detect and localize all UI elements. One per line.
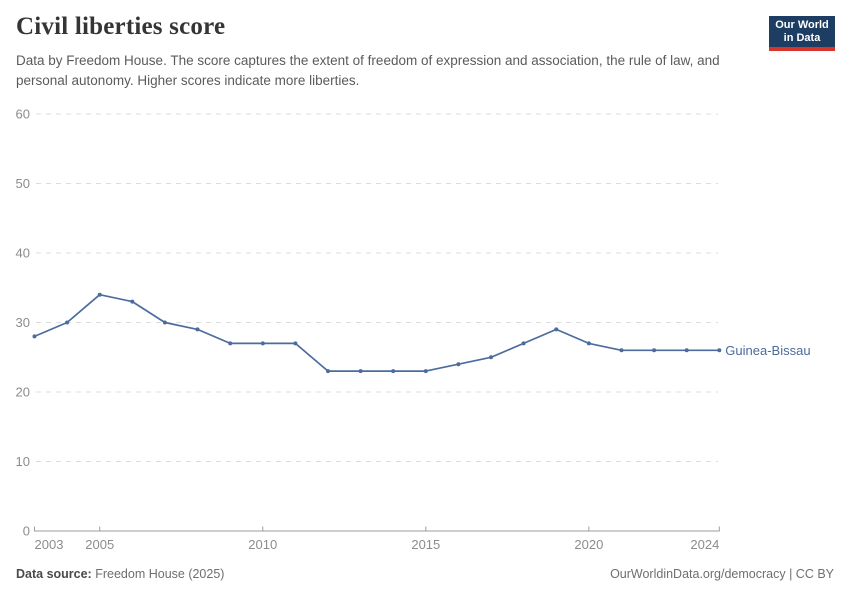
data-point-2019[interactable] <box>554 327 559 332</box>
data-point-2023[interactable] <box>684 348 689 353</box>
y-tick-label-40: 40 <box>16 246 30 261</box>
data-point-2013[interactable] <box>358 369 363 374</box>
data-point-2007[interactable] <box>162 320 167 325</box>
data-point-2024[interactable] <box>717 348 722 353</box>
data-point-2003[interactable] <box>32 334 37 339</box>
data-source: Data source: Freedom House (2025) <box>16 567 224 581</box>
y-tick-label-50: 50 <box>16 176 30 191</box>
x-tick-label-2015: 2015 <box>411 537 440 552</box>
x-tick-label-2005: 2005 <box>85 537 114 552</box>
data-source-label: Data source: <box>16 567 92 581</box>
owid-logo-text-line1: Our World <box>775 18 829 31</box>
data-point-2021[interactable] <box>619 348 624 353</box>
data-point-2009[interactable] <box>228 341 233 346</box>
data-point-2004[interactable] <box>65 320 70 325</box>
y-tick-label-10: 10 <box>16 454 30 469</box>
data-source-value: Freedom House (2025) <box>95 567 225 581</box>
page-title: Civil liberties score <box>16 13 226 40</box>
data-point-2006[interactable] <box>130 299 135 304</box>
y-tick-label-30: 30 <box>16 315 30 330</box>
series-line-guinea-bissau[interactable] <box>33 293 721 372</box>
owid-logo[interactable]: Our World in Data <box>769 16 835 51</box>
series-label[interactable]: Guinea-Bissau <box>725 343 810 358</box>
x-tick-label-2010: 2010 <box>248 537 277 552</box>
data-point-2022[interactable] <box>652 348 657 353</box>
data-point-2018[interactable] <box>521 341 526 346</box>
data-point-2014[interactable] <box>391 369 396 374</box>
data-point-2005[interactable] <box>97 292 102 297</box>
data-point-2010[interactable] <box>260 341 265 346</box>
data-point-2015[interactable] <box>423 369 428 374</box>
data-point-2017[interactable] <box>489 355 493 360</box>
data-point-2020[interactable] <box>586 341 591 346</box>
data-point-2012[interactable] <box>326 369 330 374</box>
y-tick-label-20: 20 <box>16 385 30 400</box>
y-tick-label-60: 60 <box>16 107 30 122</box>
data-point-2016[interactable] <box>456 362 461 367</box>
data-point-2008[interactable] <box>195 327 200 332</box>
x-tick-label-2024: 2024 <box>690 537 719 552</box>
data-point-2011[interactable] <box>293 341 298 346</box>
x-tick-label-2003: 2003 <box>35 537 64 552</box>
owid-logo-text-line2: in Data <box>783 31 821 44</box>
y-tick-label-0: 0 <box>23 524 30 539</box>
chart-footer: Data source: Freedom House (2025) OurWor… <box>16 567 834 581</box>
x-tick-label-2020: 2020 <box>574 537 603 552</box>
chart-subtitle: Data by Freedom House. The score capture… <box>16 53 720 88</box>
credit-link[interactable]: OurWorldinData.org/democracy | CC BY <box>610 567 834 581</box>
